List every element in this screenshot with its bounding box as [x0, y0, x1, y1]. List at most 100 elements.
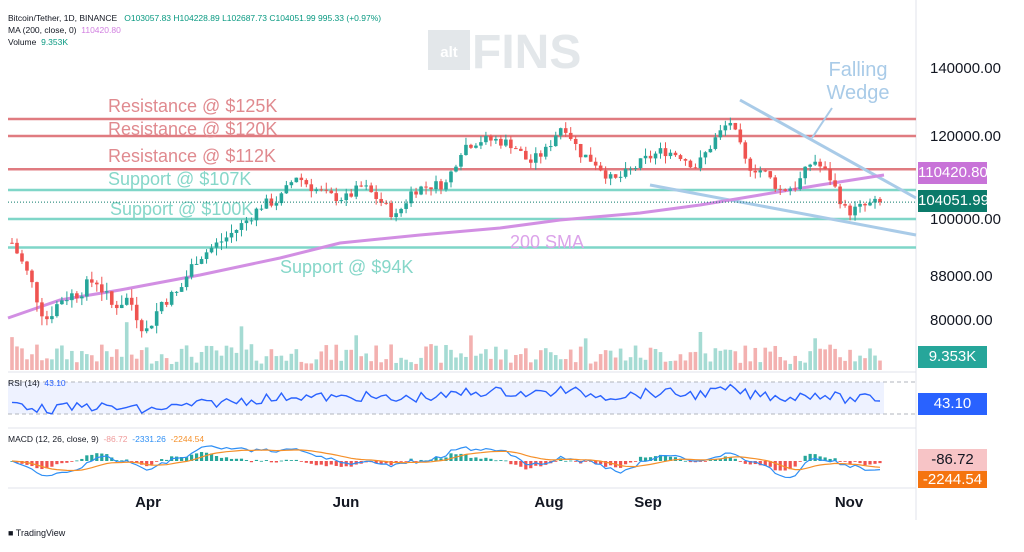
macd-hist-57	[294, 459, 298, 461]
sma-label: 200 SMA	[510, 232, 584, 252]
candle-body-110	[558, 128, 563, 136]
candle-body-7	[45, 316, 49, 320]
candle-body-6	[40, 302, 44, 317]
volume-bar-80	[409, 362, 413, 370]
x-label-sep: Sep	[634, 494, 662, 511]
volume-value: 9.353K	[41, 37, 69, 47]
macd-hist-14	[80, 458, 84, 461]
altfins-logo-box	[428, 30, 470, 70]
candle-body-133	[673, 152, 678, 156]
volume-bar-76	[389, 344, 393, 370]
volume-bar-30	[159, 354, 164, 370]
volume-bar-63	[324, 345, 329, 370]
macd-hist-39	[204, 452, 209, 461]
candle-body-104	[529, 159, 533, 163]
rsi-tag: 43.10	[918, 393, 987, 415]
last-price-tag: 104051.99	[918, 190, 989, 212]
price-tick-80000: 80000.00	[930, 312, 993, 329]
wedge-label-line1: Falling	[829, 59, 888, 81]
volume-bar-16	[90, 355, 94, 370]
volume-bar-81	[414, 363, 418, 370]
macd-hist-157	[793, 461, 797, 467]
candle-body-70	[359, 185, 363, 187]
macd-hist-124	[628, 461, 633, 463]
volume-bar-150	[758, 362, 763, 370]
macd-hist-33	[175, 456, 179, 461]
symbol-legend: Bitcoin/Tether, 1D, BINANCE O103057.83 H…	[8, 13, 381, 23]
volume-bar-106	[538, 350, 543, 370]
candle-body-66	[339, 200, 344, 202]
candle-body-47	[244, 220, 249, 224]
macd-hist-66	[339, 461, 343, 467]
volume-title: Volume	[8, 37, 37, 47]
macd-hist-54	[279, 460, 283, 462]
volume-bar-169	[853, 361, 857, 370]
volume-bar-174	[878, 360, 882, 370]
volume-bar-167	[843, 360, 847, 370]
volume-bar-131	[663, 361, 668, 370]
macd-hist-8	[50, 461, 54, 467]
candle-body-101	[514, 148, 518, 150]
candle-body-85	[434, 181, 438, 190]
macd-hist-82	[419, 459, 423, 461]
volume-bar-23	[124, 322, 129, 370]
macd-hist-41	[214, 456, 219, 461]
symbol-title: Bitcoin/Tether, 1D, BINANCE	[8, 13, 118, 23]
candle-body-75	[384, 202, 388, 204]
macd-hist-125	[633, 461, 638, 462]
tradingview-attribution[interactable]: ■ TradingView	[8, 528, 65, 538]
candle-body-112	[568, 132, 573, 139]
candle-body-94	[479, 142, 483, 146]
candle-body-109	[553, 135, 558, 147]
altfins-logo-fins: FINS	[472, 26, 581, 79]
macd-hist-106	[539, 461, 543, 467]
macd-hist-152	[768, 461, 772, 467]
volume-bar-47	[244, 349, 249, 370]
candle-body-135	[683, 159, 688, 161]
candle-body-18	[99, 284, 104, 293]
volume-bar-114	[578, 346, 583, 370]
volume-bar-26	[139, 350, 144, 370]
macd-hist-123	[623, 461, 628, 465]
candle-body-11	[65, 300, 69, 302]
volume-bar-164	[828, 344, 832, 370]
volume-bar-133	[673, 360, 678, 370]
volume-bar-8	[50, 359, 54, 370]
macd-hist-118	[599, 461, 603, 464]
volume-bar-5	[35, 344, 39, 370]
volume-bar-19	[104, 351, 109, 370]
macd-hist-147	[743, 461, 747, 464]
macd-hist-85	[434, 457, 438, 461]
volume-bar-139	[703, 353, 708, 370]
candle-body-20	[109, 291, 114, 305]
volume-bar-154	[778, 356, 783, 370]
candle-body-154	[778, 188, 783, 190]
ohlc-values: O103057.83 H104228.89 L102687.73 C104051…	[124, 13, 382, 23]
volume-bar-90	[459, 353, 463, 370]
macd-hist-111	[564, 460, 568, 462]
candle-body-73	[374, 192, 378, 199]
candle-body-111	[563, 128, 568, 133]
volume-bar-54	[279, 355, 284, 370]
candle-body-119	[603, 170, 608, 179]
macd-hist-98	[499, 460, 503, 461]
candle-body-153	[773, 177, 778, 189]
volume-bar-173	[873, 355, 877, 370]
candle-body-0	[10, 242, 14, 244]
volume-bar-162	[818, 348, 822, 370]
x-label-aug: Aug	[534, 494, 564, 511]
ma-title: MA (200, close, 0)	[8, 25, 77, 35]
macd-hist-67	[344, 461, 348, 467]
volume-bar-61	[314, 359, 319, 370]
macd-hist-65	[334, 461, 338, 466]
candle-body-172	[868, 202, 872, 206]
volume-bar-129	[653, 348, 658, 370]
sma-200-line	[7, 173, 885, 320]
macd-hist-113	[574, 461, 578, 462]
volume-bar-37	[194, 362, 199, 370]
macd-hist-36	[189, 454, 194, 461]
macd-hist-16	[90, 454, 94, 461]
volume-bar-91	[464, 356, 468, 370]
